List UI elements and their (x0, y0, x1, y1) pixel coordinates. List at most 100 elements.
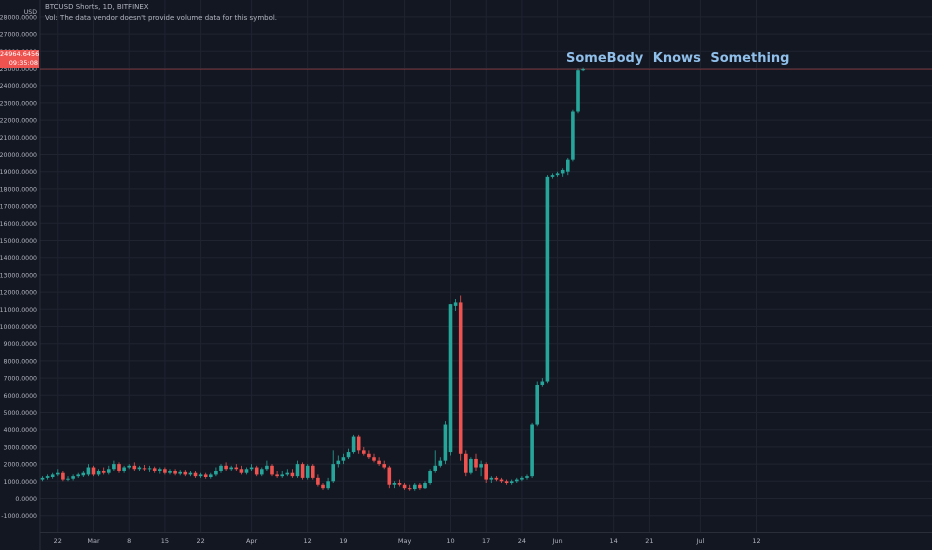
y-tick-label: 1000.0000 (4, 479, 38, 486)
candle-body (387, 467, 392, 485)
y-tick-label: 14000.0000 (0, 255, 37, 262)
candle-body (550, 175, 555, 177)
candle-body (76, 474, 80, 477)
x-tick-label: Mar (87, 537, 100, 545)
y-tick-label: 23000.0000 (0, 100, 37, 107)
candle-body (535, 384, 539, 425)
candle-body (377, 460, 381, 465)
candle-body (81, 472, 86, 476)
symbol-legend: BTCUSD Shorts, 1D, BITFINEX (45, 3, 149, 11)
candle-body (66, 478, 70, 480)
candle-body (270, 465, 274, 475)
x-tick-label: 19 (339, 537, 347, 545)
candle-body (397, 483, 402, 485)
y-tick-label: 22000.0000 (0, 118, 37, 125)
candle-body (443, 424, 448, 461)
candle-body (438, 460, 443, 466)
candle-body (413, 484, 417, 490)
candle-body (392, 483, 397, 485)
y-tick-label: 27000.0000 (0, 32, 37, 39)
candle-body (504, 481, 509, 484)
candle-body (280, 474, 284, 477)
y-tick-label: 3000.0000 (4, 444, 38, 451)
x-tick-label: 17 (482, 537, 490, 545)
x-tick-label: 22 (54, 537, 62, 545)
candle-body (331, 464, 335, 482)
x-tick-label: May (398, 537, 412, 545)
candle-body (285, 472, 290, 475)
candle-body (321, 484, 325, 489)
candle-body (469, 458, 473, 473)
candle-body (326, 481, 330, 489)
candle-body (316, 477, 320, 485)
candle-body (168, 470, 172, 473)
candle-body (147, 468, 152, 470)
y-tick-label: 18000.0000 (0, 186, 37, 193)
y-tick-label: 12000.0000 (0, 290, 37, 297)
candle-body (117, 464, 121, 471)
candle-body (96, 470, 101, 475)
candle-body (484, 464, 488, 480)
candle-body (142, 468, 147, 470)
candle-body (560, 169, 565, 174)
candle-body (183, 471, 188, 475)
candle-body (61, 472, 65, 480)
candle-body (40, 477, 45, 480)
candle-body (50, 474, 55, 477)
candle-body (515, 479, 519, 482)
candle-body (418, 484, 422, 489)
candle-body (209, 474, 213, 477)
countdown-label: 09:35:08 (8, 59, 38, 67)
candle-body (45, 476, 50, 478)
y-tick-label: 8000.0000 (4, 358, 38, 365)
candle-body (423, 483, 427, 489)
y-tick-label: 9000.0000 (4, 341, 38, 348)
y-tick-label: 10000.0000 (0, 324, 37, 331)
x-tick-label: 12 (752, 537, 760, 545)
candle-body (356, 436, 361, 451)
candle-body (295, 464, 300, 477)
y-tick-label: -1000.0000 (1, 513, 37, 520)
y-tick-label: 17000.0000 (0, 204, 37, 211)
volume-note: Vol: The data vendor doesn't provide vol… (45, 14, 278, 22)
candle-body (464, 453, 468, 473)
x-tick-label: Jun (552, 537, 563, 545)
candle-body (91, 467, 96, 475)
candle-body (56, 472, 60, 475)
candle-body (311, 465, 315, 478)
candle-body (86, 467, 91, 475)
candle-body (576, 70, 580, 112)
candle-body (336, 460, 341, 465)
y-tick-label: 24000.0000 (0, 83, 37, 90)
candle-body (214, 470, 218, 475)
candle-body (571, 111, 575, 160)
x-tick-label: 8 (127, 537, 131, 545)
y-tick-label: 5000.0000 (4, 410, 38, 417)
candle-body (234, 467, 239, 470)
candle-body (260, 469, 264, 475)
candle-body (203, 474, 208, 477)
candle-body (224, 465, 228, 470)
y-tick-label: 20000.0000 (0, 152, 37, 159)
x-tick-label: 21 (645, 537, 653, 545)
y-tick-label: 4000.0000 (4, 427, 38, 434)
candle-body (198, 474, 203, 477)
y-tick-label: 19000.0000 (0, 169, 37, 176)
candle-body (581, 69, 585, 71)
candle-body (71, 476, 75, 479)
y-tick-label: 7000.0000 (4, 376, 38, 383)
x-tick-label: 24 (518, 537, 526, 545)
y-tick-label: 25000.0000 (0, 66, 37, 73)
candle-body (122, 467, 126, 471)
candle-body (351, 436, 356, 453)
candle-body (112, 464, 116, 470)
candle-body (509, 481, 514, 484)
x-tick-label: 12 (304, 537, 312, 545)
candle-body (428, 470, 432, 484)
chart-annotation: SomeBody Knows Something (566, 51, 790, 66)
candle-body (107, 469, 111, 473)
candle-body (479, 464, 483, 468)
candle-body (540, 381, 545, 385)
candle-body (305, 465, 310, 478)
